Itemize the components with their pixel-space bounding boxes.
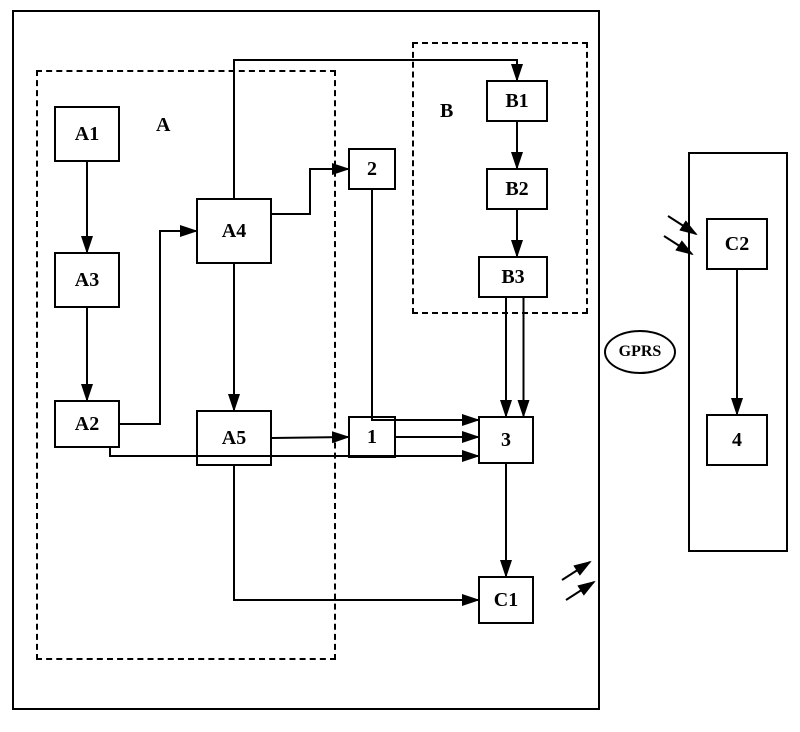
diagram-canvas: A B A1 A3 A2 A4 A5 2 1 B1 B2 B3 3 C1 C2 … [0,0,800,732]
outer-right-box [688,152,788,552]
node-2: 2 [348,148,396,190]
group-b-label: B [440,100,453,123]
node-a2: A2 [54,400,120,448]
node-a3: A3 [54,252,120,308]
node-3: 3 [478,416,534,464]
node-c2: C2 [706,218,768,270]
node-a1: A1 [54,106,120,162]
node-4: 4 [706,414,768,466]
node-c1: C1 [478,576,534,624]
node-b1: B1 [486,80,548,122]
node-1: 1 [348,416,396,458]
node-a5: A5 [196,410,272,466]
node-a4: A4 [196,198,272,264]
node-b2: B2 [486,168,548,210]
group-a-label: A [156,114,170,137]
node-b3: B3 [478,256,548,298]
gprs-ellipse: GPRS [604,330,676,374]
